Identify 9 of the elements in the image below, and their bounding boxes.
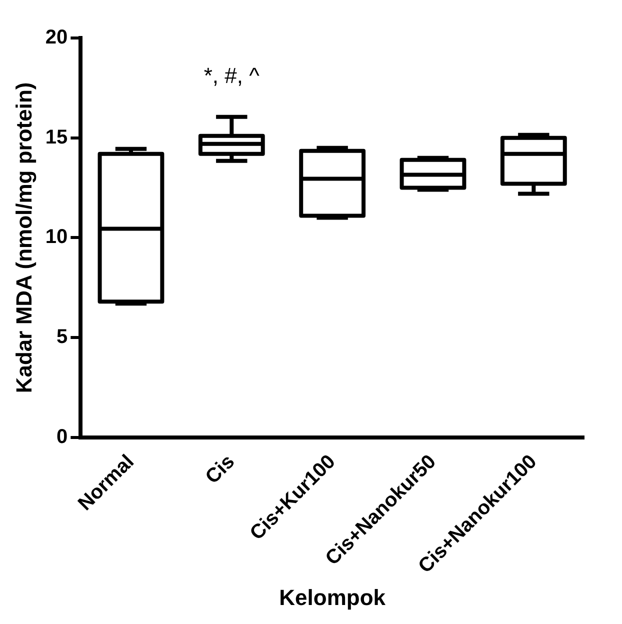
x-tick-label: Cis — [202, 450, 240, 488]
x-axis-title: Kelompok — [279, 584, 386, 610]
y-tick-label: 10 — [45, 226, 68, 248]
annotation: *, #, ^ — [204, 62, 260, 88]
y-tick-label: 20 — [45, 26, 68, 49]
y-tick-label: 5 — [56, 326, 68, 348]
y-tick-label: 15 — [45, 126, 68, 148]
y-axis-title: Kadar MDA (nmol/mg protein) — [11, 82, 36, 394]
y-tick-label: 0 — [56, 426, 68, 448]
